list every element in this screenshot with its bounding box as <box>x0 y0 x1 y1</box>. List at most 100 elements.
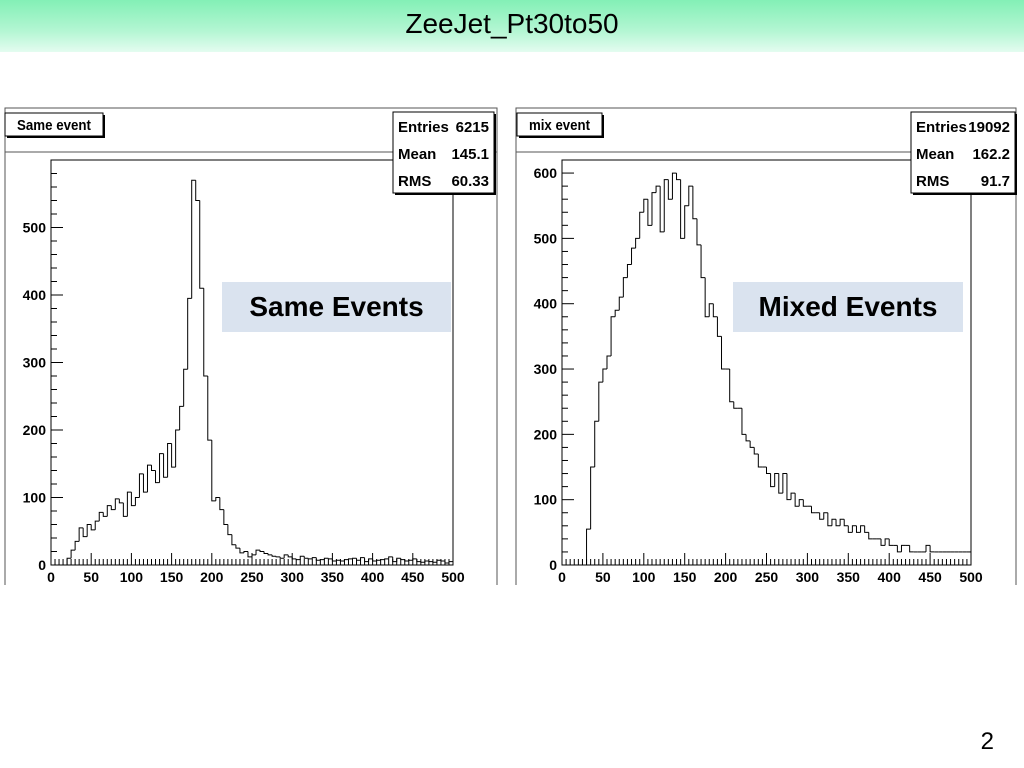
histogram-bin <box>721 336 726 370</box>
histogram-bin <box>215 497 220 501</box>
histogram-bin <box>331 558 337 562</box>
y-tick-label: 300 <box>23 355 47 371</box>
histogram-bin <box>753 447 759 455</box>
x-tick-label: 200 <box>714 569 738 585</box>
histogram-bin <box>66 557 72 565</box>
stats-box <box>910 111 1016 194</box>
stats-box <box>392 111 495 194</box>
slide-number: 2 <box>980 728 994 755</box>
histogram-bin <box>774 473 779 487</box>
histogram-bin <box>110 505 116 511</box>
histogram-bin <box>647 199 652 226</box>
histogram-bin <box>860 525 865 533</box>
histogram-bin <box>179 405 184 430</box>
histogram-bin <box>279 556 285 559</box>
histogram-bin <box>195 180 200 201</box>
histogram-bin <box>400 558 405 561</box>
y-tick-label: 500 <box>23 220 47 236</box>
histogram-bin <box>86 524 92 537</box>
histogram-bin <box>412 558 417 561</box>
histogram-bin <box>741 408 747 435</box>
histogram-bin <box>356 558 361 561</box>
histogram-bin <box>590 466 595 530</box>
mixed-events-label: Mixed Events <box>733 282 963 332</box>
histogram-bin <box>888 538 894 546</box>
plot-frame <box>561 159 972 566</box>
histogram-bin <box>159 453 164 483</box>
x-tick-label: 250 <box>755 569 779 585</box>
histogram-bin <box>146 464 152 493</box>
x-tick-label: 100 <box>120 569 144 585</box>
histogram-bin <box>235 544 240 549</box>
stats-label: RMS <box>916 173 949 190</box>
histogram-bin <box>835 519 841 527</box>
histogram-bin <box>851 525 857 533</box>
histogram-bin <box>199 200 204 289</box>
stats-label: Entries <box>398 119 449 136</box>
histogram-bin <box>790 492 796 500</box>
histogram-bin <box>855 525 861 533</box>
stats-value: 6215 <box>456 119 489 136</box>
histogram-bin <box>827 512 832 527</box>
x-tick-label: 300 <box>281 569 305 585</box>
histogram-bin <box>712 303 718 318</box>
histogram-bin <box>716 316 722 337</box>
histogram-bin <box>376 559 381 561</box>
histogram-bin <box>622 277 628 298</box>
histogram-bin <box>94 520 100 530</box>
histogram-bin <box>704 277 710 318</box>
stats-label: Mean <box>916 146 954 163</box>
y-tick-label: 100 <box>23 490 47 506</box>
histogram-bin <box>831 518 837 526</box>
histogram-bin <box>275 556 281 558</box>
histogram-bin <box>925 544 931 552</box>
histogram-bin <box>586 528 591 565</box>
x-tick-label: 250 <box>240 569 264 585</box>
histogram-bin <box>167 443 172 478</box>
histogram-bin <box>896 545 902 553</box>
histogram-bin <box>74 540 80 551</box>
histogram-bin <box>239 548 244 554</box>
stats-value: 60.33 <box>451 173 489 190</box>
histogram-bin <box>786 473 792 501</box>
y-tick-label: 300 <box>534 361 558 377</box>
histogram-bin <box>319 559 325 561</box>
slide-title: ZeeJet_Pt30to50 <box>405 8 619 39</box>
x-tick-label: 50 <box>595 569 611 585</box>
histogram-bin <box>819 512 824 520</box>
histogram-bin <box>798 499 804 507</box>
histogram-bin <box>372 558 377 562</box>
histogram-bin <box>187 297 192 370</box>
histogram-bin <box>639 211 644 239</box>
histogram-bin <box>343 559 349 561</box>
histogram-bin <box>676 173 681 181</box>
histogram-bin <box>295 558 301 561</box>
histogram-bin <box>263 551 269 555</box>
mix-event-histogram: mix event Entries 19092 Mean 162.2 RMS 91.7 0 50… <box>515 107 1017 585</box>
histogram-bin <box>618 296 624 311</box>
histogram-bin <box>360 557 365 561</box>
histogram-bin <box>810 506 816 514</box>
histogram-bin <box>255 549 261 555</box>
histogram-bin <box>231 534 236 546</box>
title-bar <box>0 0 1024 52</box>
histogram-bin <box>191 179 196 299</box>
histogram-bin <box>680 179 685 239</box>
histogram-bin <box>424 560 429 563</box>
histogram-bin <box>778 473 783 494</box>
histogram-bin <box>364 557 369 563</box>
histogram-bin <box>610 316 616 356</box>
histogram-bin <box>98 511 104 522</box>
same-events-label: Same Events <box>222 282 451 332</box>
title-box <box>4 112 104 137</box>
stats-label: RMS <box>398 173 431 190</box>
histogram-bin <box>909 545 914 553</box>
histogram-bin <box>82 527 88 538</box>
histogram-bin <box>766 467 771 475</box>
histogram-bin <box>396 557 401 562</box>
y-tick-label: 400 <box>534 296 558 312</box>
histogram-bin <box>114 498 120 510</box>
histogram-bin <box>839 518 845 526</box>
histogram-bin <box>729 369 734 403</box>
histogram-bin <box>70 549 76 559</box>
